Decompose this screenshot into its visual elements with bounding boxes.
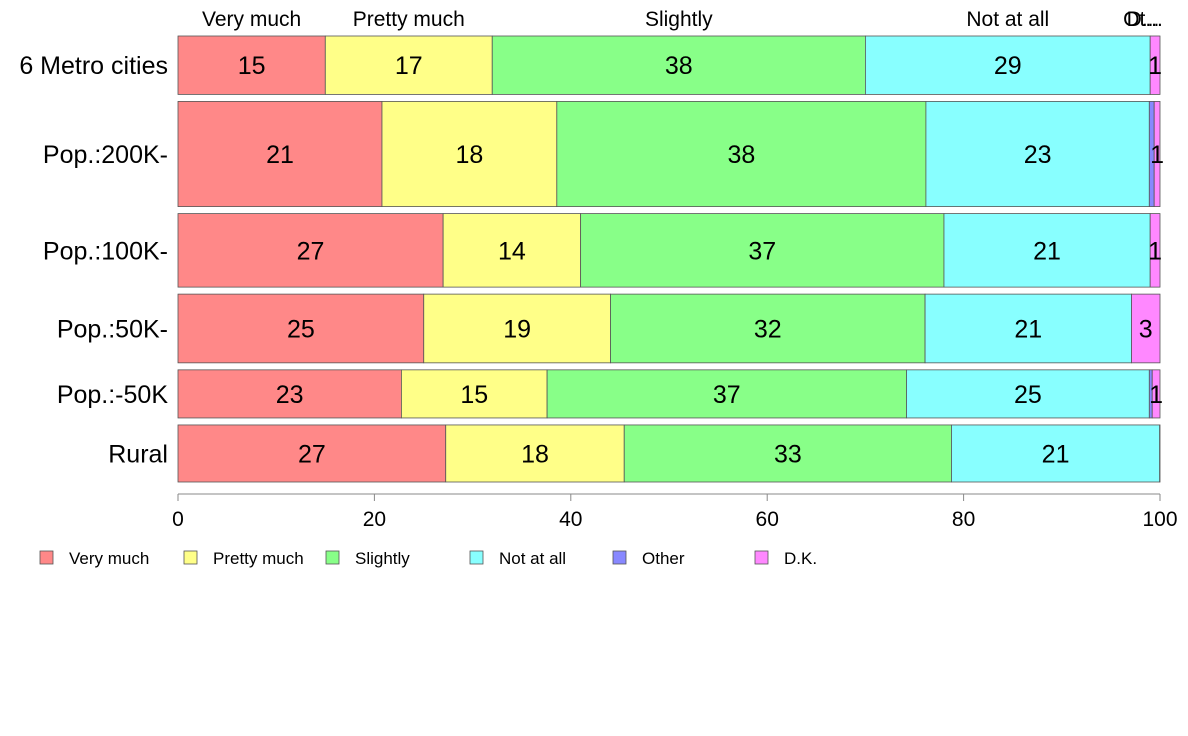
- top-label-d-k: D...: [1127, 8, 1160, 31]
- bar-segment-6-metro-cities-d-k: [1149, 35, 1161, 95]
- value-label-rural-slightly: 33: [774, 440, 802, 468]
- x-tick-label-20: 20: [363, 508, 386, 531]
- value-label-pop-50k-pretty-much: 15: [460, 381, 488, 409]
- bar-segment-pop-200k-very-much: [177, 101, 383, 207]
- category-label-6-metro-cities: 6 Metro cities: [19, 52, 168, 80]
- legend-swatch-other: [612, 550, 627, 565]
- value-label-pop-100k-d-k: 1: [1148, 237, 1162, 265]
- legend-label-slightly: Slightly: [355, 549, 410, 568]
- bar-segment-pop-100k-pretty-much: [442, 213, 582, 288]
- value-label-pop-100k-pretty-much: 14: [498, 237, 526, 265]
- bar-segment-pop-50k-very-much: [177, 369, 402, 419]
- bar-segment-rural-pretty-much: [445, 424, 625, 483]
- top-label-very-much: Very much: [202, 8, 301, 31]
- category-label-pop-100k: Pop.:100K-: [43, 237, 168, 265]
- legend-label-pretty-much: Pretty much: [213, 549, 304, 568]
- category-labels-layer: 6 Metro cities Pop.:200K- Pop.:100K- Pop.:5…: [19, 52, 168, 468]
- bars-layer: 15 17 38 29 1 21 18 38 23 1 27 14 37 21 1 25 19 32 21 3 23 15…: [177, 35, 1164, 483]
- bar-segment-pop-200k-pretty-much: [381, 101, 558, 207]
- value-label-pop-200k-not-at-all: 23: [1024, 141, 1052, 169]
- category-label-rural: Rural: [108, 440, 168, 468]
- x-tick-label-0: 0: [172, 508, 184, 531]
- x-tick-label-60: 60: [756, 508, 779, 531]
- bar-segment-6-metro-cities-pretty-much: [324, 35, 493, 95]
- value-label-pop-50k-very-much: 25: [287, 315, 315, 343]
- bar-segment-pop-50k-slightly: [610, 293, 926, 364]
- bar-segment-pop-50k-not-at-all: [906, 369, 1150, 419]
- bar-segment-pop-100k-slightly: [580, 213, 945, 288]
- legend-swatch-slightly: [325, 550, 340, 565]
- value-label-pop-50k-pretty-much: 19: [503, 315, 531, 343]
- legend-swatch-d-k: [754, 550, 769, 565]
- value-label-pop-100k-not-at-all: 21: [1033, 237, 1061, 265]
- value-label-pop-200k-pretty-much: 18: [455, 141, 483, 169]
- legend-swatch-very-much: [39, 550, 54, 565]
- bar-segment-pop-200k-not-at-all: [925, 101, 1150, 207]
- x-axis: 0 20 40 60 80 100: [172, 493, 1178, 531]
- category-label-pop-50k: Pop.:-50K: [57, 381, 169, 409]
- legend: Very much Pretty much Slightly Not at all Ot…: [39, 549, 817, 568]
- top-label-other: Ot...: [1123, 8, 1163, 31]
- value-label-6-metro-cities-not-at-all: 29: [994, 52, 1022, 80]
- legend-swatch-pretty-much: [183, 550, 198, 565]
- value-label-6-metro-cities-d-k: 1: [1148, 52, 1162, 80]
- value-label-pop-50k-very-much: 23: [276, 381, 304, 409]
- top-label-slightly: Slightly: [645, 8, 713, 31]
- bar-segment-6-metro-cities-not-at-all: [865, 35, 1151, 95]
- bar-segment-rural-very-much: [177, 424, 447, 483]
- legend-label-other: Other: [642, 549, 685, 568]
- value-label-pop-50k-d-k: 3: [1139, 315, 1153, 343]
- bar-segment-rural-slightly: [623, 424, 952, 483]
- value-label-pop-200k-very-much: 21: [266, 141, 294, 169]
- value-label-pop-100k-slightly: 37: [748, 237, 776, 265]
- value-label-6-metro-cities-pretty-much: 17: [395, 52, 423, 80]
- value-label-pop-100k-very-much: 27: [297, 237, 325, 265]
- bar-segment-pop-50k-very-much: [177, 293, 425, 364]
- value-label-pop-50k-slightly: 37: [713, 381, 741, 409]
- bar-segment-pop-100k-very-much: [177, 213, 444, 288]
- bar-segment-pop-50k-d-k: [1131, 293, 1161, 364]
- value-label-pop-50k-d-k: 1: [1149, 381, 1163, 409]
- value-label-pop-50k-not-at-all: 25: [1014, 381, 1042, 409]
- value-label-6-metro-cities-very-much: 15: [238, 52, 266, 80]
- legend-label-d-k: D.K.: [784, 549, 817, 568]
- value-label-6-metro-cities-slightly: 38: [665, 52, 693, 80]
- bar-segment-6-metro-cities-slightly: [491, 35, 866, 95]
- legend-swatch-not-at-all: [469, 550, 484, 565]
- value-label-rural-not-at-all: 21: [1042, 440, 1070, 468]
- x-tick-label-40: 40: [559, 508, 582, 531]
- top-label-pretty-much: Pretty much: [353, 8, 465, 31]
- top-label-not-at-all: Not at all: [966, 8, 1049, 31]
- value-label-pop-200k-d-k: 1: [1150, 141, 1164, 169]
- bar-segment-rural-not-at-all: [951, 424, 1161, 483]
- value-label-rural-very-much: 27: [298, 440, 326, 468]
- x-tick-label-100: 100: [1142, 508, 1177, 531]
- legend-label-very-much: Very much: [69, 549, 149, 568]
- bar-segment-pop-200k-slightly: [556, 101, 927, 207]
- bar-segment-pop-200k-d-k: [1153, 101, 1161, 207]
- bar-segment-pop-50k-not-at-all: [924, 293, 1132, 364]
- bar-segment-pop-50k-slightly: [546, 369, 907, 419]
- top-labels-layer: Very much Pretty much Slightly Not at all Ot…: [202, 8, 1163, 31]
- x-tick-label-80: 80: [952, 508, 975, 531]
- bar-segment-pop-100k-d-k: [1149, 213, 1161, 288]
- category-label-pop-50k: Pop.:50K-: [57, 315, 168, 343]
- bar-segment-pop-50k-pretty-much: [423, 293, 611, 364]
- value-label-pop-50k-slightly: 32: [754, 315, 782, 343]
- category-label-pop-200k: Pop.:200K-: [43, 141, 168, 169]
- value-label-rural-pretty-much: 18: [521, 440, 549, 468]
- legend-label-not-at-all: Not at all: [499, 549, 566, 568]
- value-label-pop-50k-not-at-all: 21: [1014, 315, 1042, 343]
- bar-segment-pop-50k-d-k: [1151, 369, 1161, 419]
- bar-segment-pop-50k-pretty-much: [401, 369, 548, 419]
- value-label-pop-200k-slightly: 38: [727, 141, 755, 169]
- bar-segment-6-metro-cities-very-much: [177, 35, 326, 95]
